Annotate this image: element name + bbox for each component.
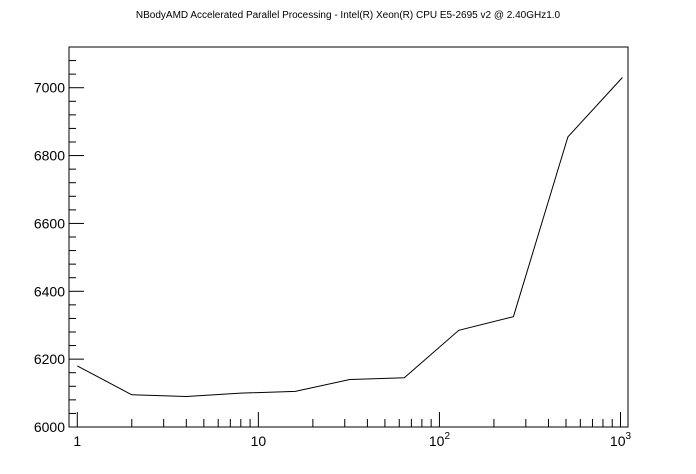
x-tick-label: 10	[251, 433, 267, 449]
chart-title: NBodyAMD Accelerated Parallel Processing…	[135, 10, 561, 21]
x-tick-label: 1	[73, 433, 81, 449]
y-tick-label: 6800	[34, 148, 65, 164]
x-tick-label: 103	[610, 431, 632, 449]
y-tick-label: 7000	[34, 80, 65, 96]
plot-frame	[68, 46, 629, 428]
y-tick-label: 6000	[34, 419, 65, 435]
series-line	[77, 77, 623, 398]
y-tick-label: 6600	[34, 215, 65, 231]
y-tick-label: 6200	[34, 351, 65, 367]
y-tick-label: 6400	[34, 283, 65, 299]
x-tick-label: 102	[429, 431, 451, 449]
